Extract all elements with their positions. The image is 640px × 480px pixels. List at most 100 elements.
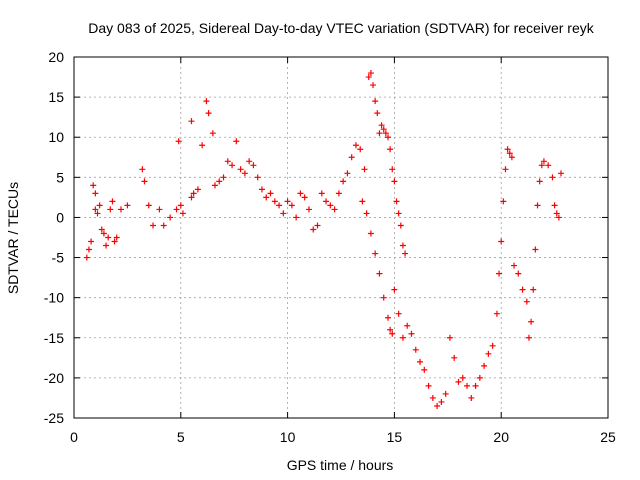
data-point — [506, 150, 513, 157]
data-point — [367, 70, 374, 77]
data-point — [485, 350, 492, 357]
data-point — [425, 382, 432, 389]
data-point — [438, 398, 445, 405]
y-tick-label: 20 — [48, 49, 64, 65]
series-recovery — [481, 146, 565, 369]
data-point — [511, 262, 518, 269]
data-point — [372, 250, 379, 257]
data-point — [545, 162, 552, 169]
x-tick-label: 20 — [493, 429, 509, 445]
data-point — [361, 166, 368, 173]
data-point — [515, 270, 522, 277]
data-point — [536, 178, 543, 185]
data-point — [402, 250, 409, 257]
data-point — [297, 190, 304, 197]
series-early — [83, 138, 186, 261]
data-point — [468, 394, 475, 401]
data-point — [331, 206, 338, 213]
data-point — [340, 178, 347, 185]
data-point — [489, 342, 496, 349]
data-point — [553, 210, 560, 217]
data-point — [384, 134, 391, 141]
data-point — [199, 142, 206, 149]
data-point — [525, 334, 532, 341]
y-axis-label: SDTVAR / TECUs — [5, 182, 21, 294]
data-point — [271, 198, 278, 205]
data-point — [111, 238, 118, 245]
data-point — [549, 174, 556, 181]
data-point — [310, 226, 317, 233]
data-point — [318, 190, 325, 197]
data-point — [263, 194, 270, 201]
y-tick-label: -15 — [44, 330, 64, 346]
data-point — [464, 382, 471, 389]
data-point — [387, 326, 394, 333]
data-point — [237, 166, 244, 173]
data-point — [335, 190, 342, 197]
data-point — [429, 394, 436, 401]
data-point — [532, 246, 539, 253]
data-point — [179, 210, 186, 217]
data-point — [167, 214, 174, 221]
data-point — [372, 98, 379, 105]
data-point — [203, 98, 210, 105]
data-point — [194, 186, 201, 193]
data-point — [540, 158, 547, 165]
x-tick-label: 25 — [600, 429, 616, 445]
data-point — [224, 158, 231, 165]
data-point — [417, 358, 424, 365]
data-point — [376, 270, 383, 277]
data-point — [267, 190, 274, 197]
series-decline — [359, 198, 483, 409]
data-point — [493, 310, 500, 317]
data-point — [357, 146, 364, 153]
data-point — [105, 234, 112, 241]
data-point — [367, 230, 374, 237]
data-point — [188, 194, 195, 201]
data-point — [555, 214, 562, 221]
data-point — [459, 374, 466, 381]
y-tick-label: -25 — [44, 410, 64, 426]
data-point — [442, 390, 449, 397]
data-point — [378, 122, 385, 129]
data-point — [404, 322, 411, 329]
data-point — [528, 318, 535, 325]
data-point — [502, 166, 509, 173]
data-point — [323, 198, 330, 205]
x-tick-label: 5 — [177, 429, 185, 445]
data-point — [241, 170, 248, 177]
y-tick-label: -20 — [44, 370, 64, 386]
data-point — [384, 314, 391, 321]
data-point — [205, 110, 212, 117]
data-point — [363, 210, 370, 217]
data-point — [305, 206, 312, 213]
data-point — [88, 238, 95, 245]
data-point — [327, 202, 334, 209]
data-point — [408, 330, 415, 337]
data-point — [421, 366, 428, 373]
data-point — [220, 174, 227, 181]
data-point — [374, 110, 381, 117]
data-point — [173, 206, 180, 213]
data-point — [254, 174, 261, 181]
data-point — [496, 270, 503, 277]
data-point — [276, 202, 283, 209]
data-point — [160, 222, 167, 229]
data-point — [190, 190, 197, 197]
data-point — [107, 206, 114, 213]
data-point — [250, 162, 257, 169]
grid-layer — [74, 57, 608, 418]
series-morning — [188, 98, 334, 233]
data-point — [412, 346, 419, 353]
x-tick-label: 15 — [387, 429, 403, 445]
data-point — [258, 186, 265, 193]
data-point — [103, 242, 110, 249]
data-point — [246, 158, 253, 165]
y-tick-label: 15 — [48, 89, 64, 105]
data-point — [98, 226, 105, 233]
data-point — [109, 198, 116, 205]
chart-title: Day 083 of 2025, Sidereal Day-to-day VTE… — [88, 20, 594, 36]
data-point — [376, 130, 383, 137]
